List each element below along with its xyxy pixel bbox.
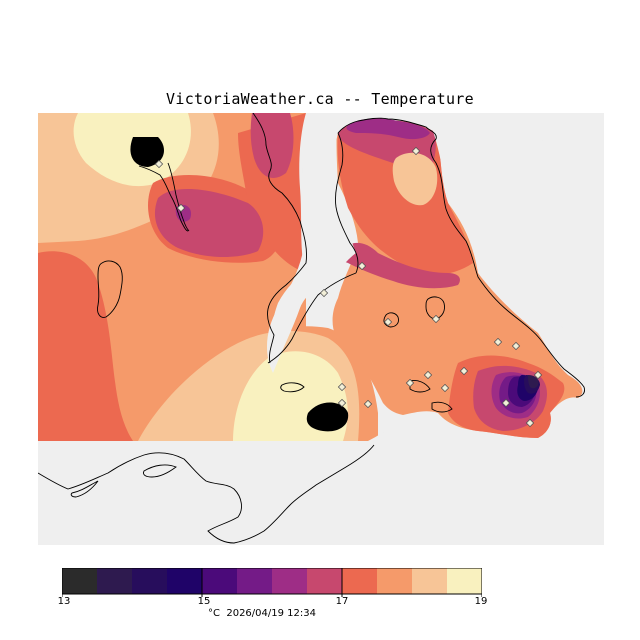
legend-unit: °C xyxy=(208,608,220,619)
color-legend xyxy=(62,568,482,597)
station-marker[interactable] xyxy=(493,337,503,347)
legend-bin xyxy=(377,568,412,594)
legend-bin xyxy=(307,568,342,594)
legend-tick-label: 15 xyxy=(197,596,211,607)
station-marker[interactable] xyxy=(423,370,433,380)
map-title: VictoriaWeather.ca -- Temperature xyxy=(166,90,474,108)
legend-bin xyxy=(412,568,447,594)
legend-bin xyxy=(97,568,132,594)
station-marker[interactable] xyxy=(405,378,415,388)
station-marker[interactable] xyxy=(154,159,164,169)
station-marker[interactable] xyxy=(525,418,535,428)
station-marker[interactable] xyxy=(431,314,441,324)
legend-caption: °C 2026/04/19 12:34 xyxy=(208,608,316,619)
eastern-temperature-field xyxy=(332,118,583,438)
station-marker[interactable] xyxy=(459,366,469,376)
temperature-map[interactable] xyxy=(38,113,604,545)
legend-tick-label: 13 xyxy=(57,596,71,607)
station-marker[interactable] xyxy=(319,288,329,298)
station-marker[interactable] xyxy=(501,398,511,408)
legend-bin xyxy=(447,568,482,594)
station-marker[interactable] xyxy=(176,203,186,213)
legend-bin xyxy=(202,568,237,594)
station-marker[interactable] xyxy=(337,382,347,392)
legend-bin xyxy=(237,568,272,594)
weather-stations[interactable] xyxy=(154,146,543,428)
station-marker[interactable] xyxy=(337,398,347,408)
legend-bin xyxy=(62,568,97,594)
legend-bin xyxy=(132,568,167,594)
station-marker[interactable] xyxy=(357,261,367,271)
legend-bin xyxy=(167,568,202,594)
legend-tick-label: 17 xyxy=(335,596,349,607)
legend-bin xyxy=(342,568,377,594)
station-marker[interactable] xyxy=(440,383,450,393)
legend-timestamp: 2026/04/19 12:34 xyxy=(226,608,316,619)
station-marker[interactable] xyxy=(511,341,521,351)
station-marker[interactable] xyxy=(383,317,393,327)
legend-tick-label: 19 xyxy=(474,596,488,607)
station-marker[interactable] xyxy=(363,399,373,409)
station-marker[interactable] xyxy=(411,146,421,156)
southern-central-temperature-field xyxy=(133,326,378,441)
legend-bin xyxy=(272,568,307,594)
station-marker[interactable] xyxy=(533,370,543,380)
